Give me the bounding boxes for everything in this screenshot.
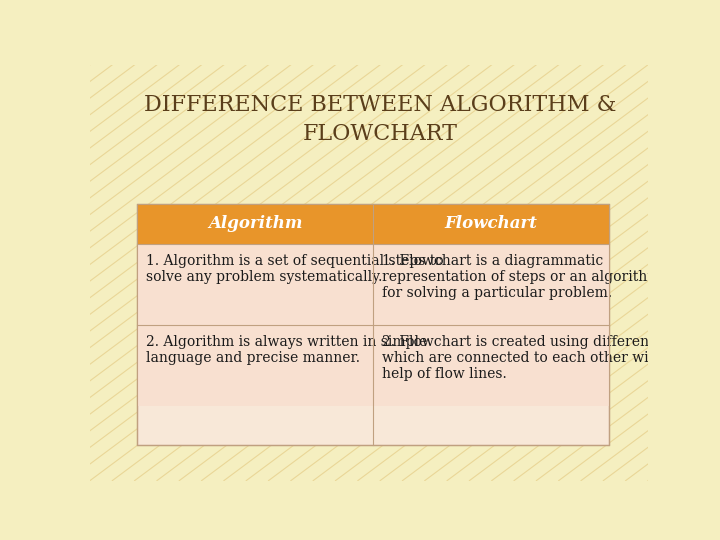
Bar	[138, 325, 373, 406]
Text: Flowchart: Flowchart	[445, 215, 538, 232]
Text: 2. Flowchart is created using different boxes
which are connected to each other : 2. Flowchart is created using different …	[382, 335, 699, 381]
Text: 1. Algorithm is a set of sequential steps to
solve any problem systematically.: 1. Algorithm is a set of sequential step…	[145, 254, 444, 284]
Text: Algorithm: Algorithm	[208, 215, 302, 232]
Bar	[138, 204, 609, 446]
Bar	[373, 325, 609, 406]
Text: 2. Algorithm is always written in simple
language and precise manner.: 2. Algorithm is always written in simple…	[145, 335, 427, 365]
Text: DIFFERENCE BETWEEN ALGORITHM &
FLOWCHART: DIFFERENCE BETWEEN ALGORITHM & FLOWCHART	[144, 94, 616, 145]
Bar	[373, 244, 609, 325]
Bar	[138, 204, 609, 244]
Bar	[138, 244, 373, 325]
Text: 1. Flowchart is a diagrammatic
representation of steps or an algorithm used
for : 1. Flowchart is a diagrammatic represent…	[382, 254, 698, 300]
